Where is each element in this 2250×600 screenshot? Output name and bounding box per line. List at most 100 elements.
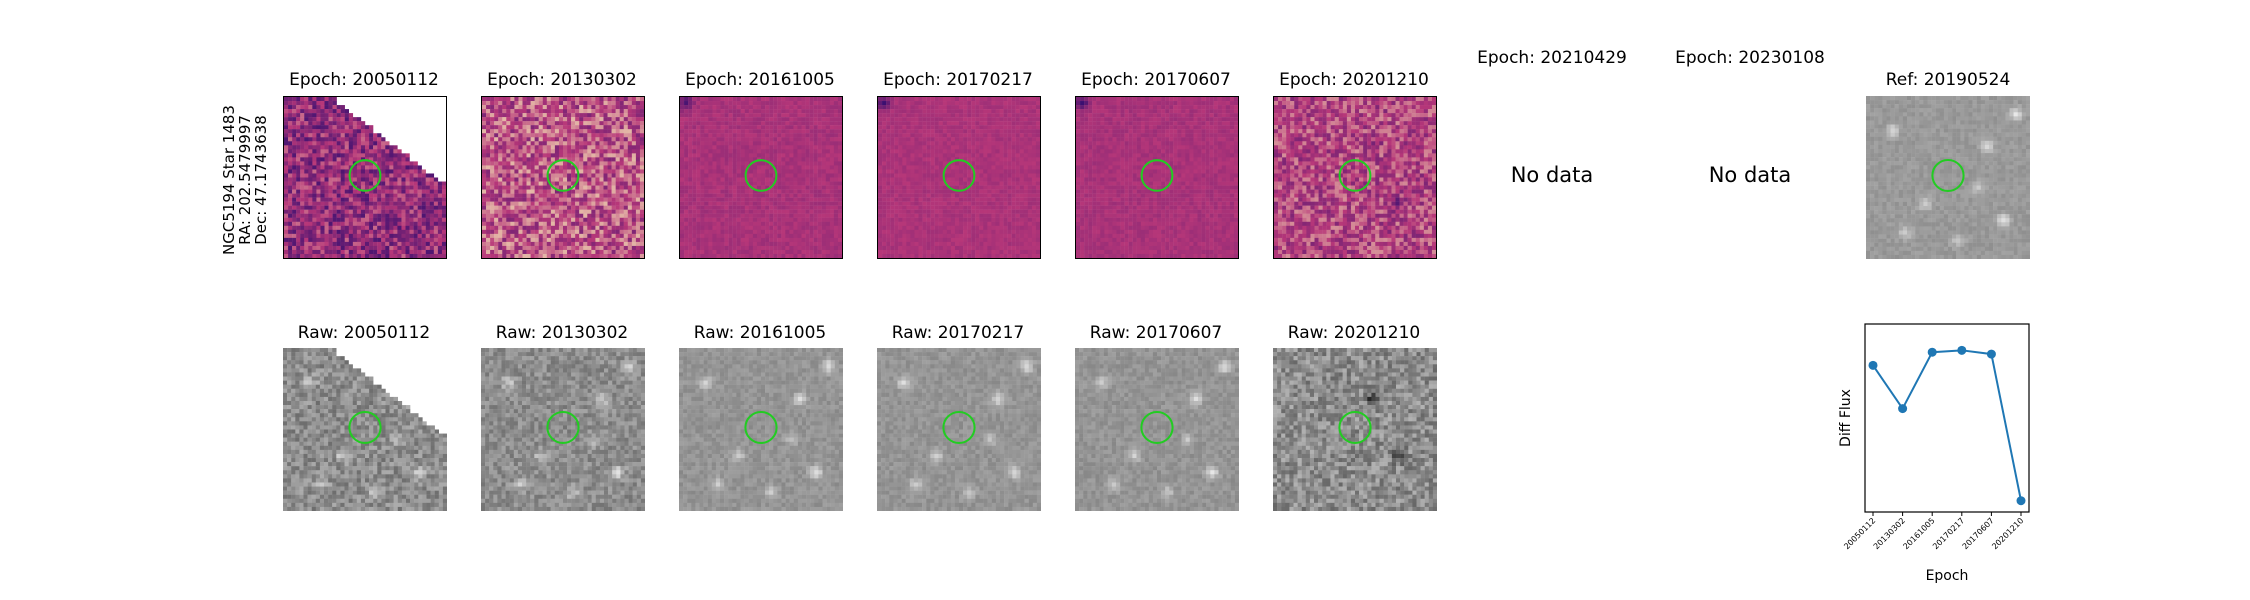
image-pixel bbox=[732, 197, 737, 202]
image-pixel bbox=[433, 177, 439, 182]
image-pixel bbox=[599, 253, 604, 258]
image-pixel bbox=[748, 113, 754, 118]
image-pixel bbox=[296, 105, 301, 110]
image-pixel bbox=[615, 149, 620, 154]
image-pixel bbox=[599, 221, 604, 227]
image-pixel bbox=[538, 113, 543, 118]
image-pixel bbox=[797, 225, 802, 231]
image-pixel bbox=[627, 125, 633, 130]
image-pixel bbox=[954, 113, 960, 118]
image-pixel bbox=[809, 117, 814, 122]
image-pixel bbox=[902, 141, 907, 146]
image-pixel bbox=[744, 189, 750, 194]
image-pixel bbox=[482, 109, 487, 114]
image-pixel bbox=[825, 229, 831, 235]
image-pixel bbox=[627, 233, 633, 239]
image-pixel bbox=[789, 161, 794, 166]
image-pixel bbox=[389, 237, 394, 243]
image-pixel bbox=[704, 149, 709, 154]
image-pixel bbox=[724, 137, 729, 142]
image-pixel bbox=[740, 157, 746, 162]
image-pixel bbox=[348, 229, 354, 235]
image-pixel bbox=[918, 137, 923, 142]
image-pixel bbox=[684, 129, 689, 134]
image-pixel bbox=[571, 105, 576, 110]
image-pixel bbox=[833, 137, 839, 142]
image-pixel bbox=[736, 129, 741, 134]
image-pixel bbox=[946, 117, 952, 122]
image-pixel bbox=[288, 241, 293, 247]
image-pixel bbox=[579, 137, 584, 142]
image-pixel bbox=[579, 225, 584, 231]
image-pixel bbox=[587, 225, 592, 231]
image-pixel bbox=[639, 153, 644, 158]
image-pixel bbox=[417, 193, 422, 198]
image-pixel bbox=[781, 253, 786, 258]
image-pixel bbox=[542, 153, 548, 158]
image-pixel bbox=[336, 117, 341, 122]
image-pixel bbox=[526, 237, 531, 243]
image-pixel bbox=[425, 201, 431, 206]
image-pixel bbox=[635, 145, 641, 150]
image-pixel bbox=[336, 221, 341, 227]
image-pixel bbox=[720, 173, 725, 178]
image-pixel bbox=[688, 225, 693, 231]
image-pixel bbox=[821, 161, 827, 166]
image-pixel bbox=[785, 133, 790, 138]
image-pixel bbox=[736, 173, 741, 178]
image-pixel bbox=[522, 117, 527, 122]
image-pixel bbox=[595, 117, 600, 122]
image-pixel bbox=[344, 201, 350, 206]
image-pixel bbox=[1011, 109, 1016, 114]
image-pixel bbox=[312, 165, 317, 170]
image-pixel bbox=[934, 105, 939, 110]
image-pixel bbox=[712, 185, 717, 190]
image-pixel bbox=[627, 229, 633, 235]
image-pixel bbox=[801, 121, 806, 126]
image-pixel bbox=[320, 161, 325, 166]
image-pixel bbox=[817, 217, 822, 222]
image-pixel bbox=[619, 153, 624, 158]
image-pixel bbox=[752, 133, 758, 138]
image-pixel bbox=[344, 129, 350, 134]
image-pixel bbox=[308, 137, 313, 142]
image-pixel bbox=[615, 205, 620, 210]
image-pixel bbox=[748, 137, 754, 142]
image-pixel bbox=[781, 145, 786, 150]
image-pixel bbox=[563, 181, 568, 186]
image-pixel bbox=[712, 233, 717, 239]
image-pixel bbox=[340, 169, 345, 174]
image-pixel bbox=[777, 113, 782, 118]
image-pixel bbox=[728, 125, 733, 130]
image-pixel bbox=[805, 245, 810, 251]
image-pixel bbox=[627, 129, 633, 134]
image-pixel bbox=[316, 113, 321, 118]
image-pixel bbox=[518, 141, 523, 146]
image-pixel bbox=[312, 121, 317, 126]
image-pixel bbox=[340, 129, 345, 134]
image-pixel bbox=[567, 125, 572, 130]
image-pixel bbox=[393, 177, 398, 182]
image-pixel bbox=[789, 249, 794, 255]
image-pixel bbox=[587, 137, 592, 142]
image-pixel bbox=[688, 233, 693, 239]
image-pixel bbox=[567, 201, 572, 206]
image-pixel bbox=[821, 225, 827, 231]
difference-image bbox=[283, 96, 447, 259]
image-pixel bbox=[522, 245, 527, 251]
image-pixel bbox=[579, 229, 584, 235]
image-pixel bbox=[781, 213, 786, 218]
image-pixel bbox=[611, 161, 616, 166]
image-pixel bbox=[599, 153, 604, 158]
image-pixel bbox=[579, 149, 584, 154]
image-pixel bbox=[975, 113, 980, 118]
image-pixel bbox=[510, 189, 515, 194]
image-pixel bbox=[571, 241, 576, 247]
image-pixel bbox=[740, 233, 746, 239]
image-pixel bbox=[518, 105, 523, 110]
image-pixel bbox=[748, 169, 754, 174]
image-pixel bbox=[377, 245, 382, 251]
image-pixel bbox=[558, 133, 564, 138]
image-pixel bbox=[1011, 113, 1016, 118]
image-pixel bbox=[781, 101, 786, 106]
